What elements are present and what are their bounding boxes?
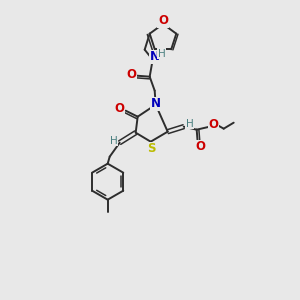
Text: O: O xyxy=(115,102,125,115)
Text: S: S xyxy=(147,142,156,155)
Text: N: N xyxy=(150,50,160,63)
Text: O: O xyxy=(127,68,137,81)
Text: H: H xyxy=(110,136,118,146)
Text: O: O xyxy=(209,118,219,131)
Text: N: N xyxy=(151,97,161,110)
Text: O: O xyxy=(158,14,168,28)
Text: O: O xyxy=(196,140,206,153)
Text: H: H xyxy=(158,49,166,59)
Text: H: H xyxy=(186,119,194,129)
